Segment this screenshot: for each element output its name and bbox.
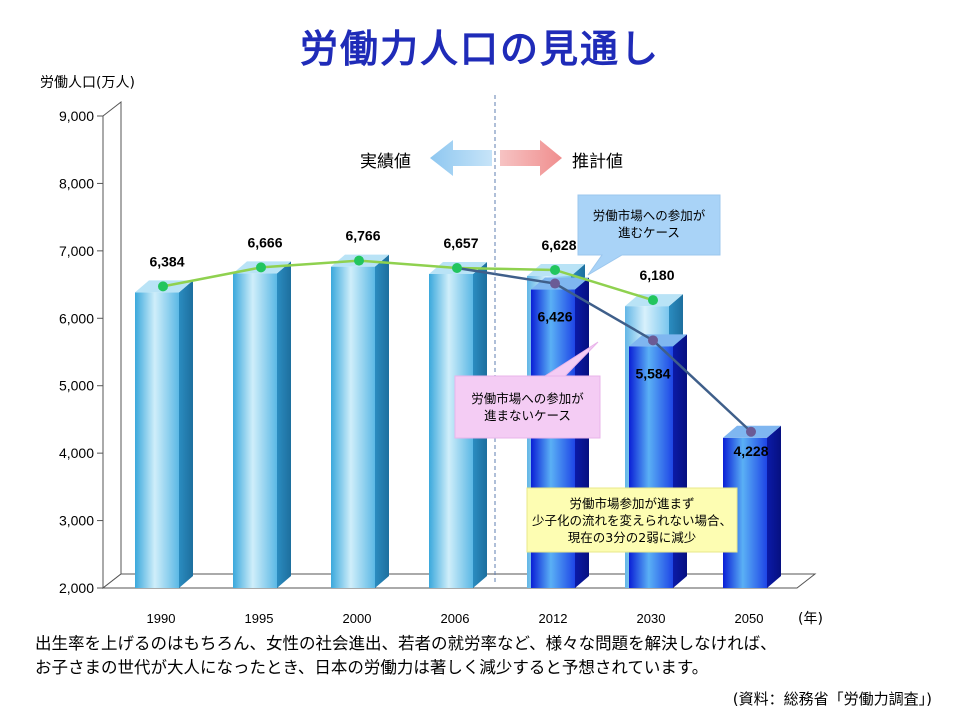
bar-2050-low-side <box>767 425 781 588</box>
y-tick-label: 6,000 <box>59 310 94 326</box>
callout-participation-box <box>577 194 721 276</box>
x-tick-label-1990: 1990 <box>147 611 176 626</box>
x-tick-label-2000: 2000 <box>343 611 372 626</box>
caption-text: 出生率を上げるのはもちろん、女性の社会進出、若者の就労率など、様々な問題を解決し… <box>35 634 777 677</box>
marker-participation-2012 <box>550 264 560 275</box>
chart-title: 労働力人口の見通し <box>299 27 660 71</box>
x-tick-label-2050: 2050 <box>735 611 764 626</box>
value-label-participation-2000: 6,766 <box>345 228 380 244</box>
bar-1990 <box>135 292 179 588</box>
source-note: (資料：総務省「労働力調査」) <box>732 690 932 708</box>
x-axis-unit: (年) <box>798 611 823 627</box>
bar-1990-side <box>179 280 193 588</box>
y-tick-label: 9,000 <box>59 108 94 124</box>
marker-no-participation-2030 <box>648 335 658 346</box>
callout-no-participation-box <box>454 341 601 439</box>
value-label-participation-2012: 6,628 <box>541 237 576 253</box>
line-participation <box>162 259 654 302</box>
marker-participation-2000 <box>354 255 364 266</box>
marker-participation-2006 <box>452 262 462 273</box>
x-tick-label-1995: 1995 <box>245 611 274 626</box>
callout-participation-text: 労働市場への参加が 進むケース <box>592 208 706 240</box>
marker-participation-1990 <box>158 281 168 292</box>
x-tick-label-2012: 2012 <box>539 611 568 626</box>
x-tick-label-2030: 2030 <box>637 611 666 626</box>
bar-1995 <box>233 273 277 588</box>
bar-2000-side <box>375 254 389 588</box>
marker-participation-1995 <box>256 262 266 273</box>
value-label-no-participation-2030: 5,584 <box>635 365 670 381</box>
marker-no-participation-2050 <box>746 426 756 437</box>
right-arrow-icon <box>500 140 562 176</box>
y-tick-label: 3,000 <box>59 513 94 529</box>
chart-back-wall <box>102 100 122 590</box>
y-tick-label: 5,000 <box>59 378 94 394</box>
value-label-participation-1995: 6,666 <box>247 234 282 250</box>
legend-projected-label: 推計値 <box>572 152 623 172</box>
callout-note-box <box>526 487 738 553</box>
legend-actual-label: 実績値 <box>360 152 411 172</box>
marker-participation-2030 <box>648 295 658 306</box>
y-tick-label: 4,000 <box>59 445 94 461</box>
callout-no-participation-text: 労働市場への参加が 進まないケース <box>471 391 584 423</box>
line-no-participation <box>456 266 752 433</box>
bar-1995-side <box>277 261 291 588</box>
left-arrow-icon <box>430 140 492 176</box>
value-label-participation-1990: 6,384 <box>149 253 184 269</box>
value-label-no-participation-2012: 6,426 <box>537 309 572 325</box>
value-label-participation-2006: 6,657 <box>443 235 478 251</box>
value-label-participation-2030: 6,180 <box>639 267 674 283</box>
y-axis-label: 労働人口(万人) <box>40 75 135 91</box>
x-tick-label-2006: 2006 <box>441 611 470 626</box>
y-tick-label: 8,000 <box>59 175 94 191</box>
bar-2000 <box>331 266 375 588</box>
callout-note-text: 労働市場参加が進まず 少子化の流れを変えられない場合、 現在の3分の2弱に減少 <box>531 496 732 545</box>
y-tick-label: 2,000 <box>59 580 94 596</box>
value-label-no-participation-2050: 4,228 <box>733 443 768 459</box>
y-tick-label: 7,000 <box>59 243 94 259</box>
marker-no-participation-2012 <box>550 278 560 289</box>
